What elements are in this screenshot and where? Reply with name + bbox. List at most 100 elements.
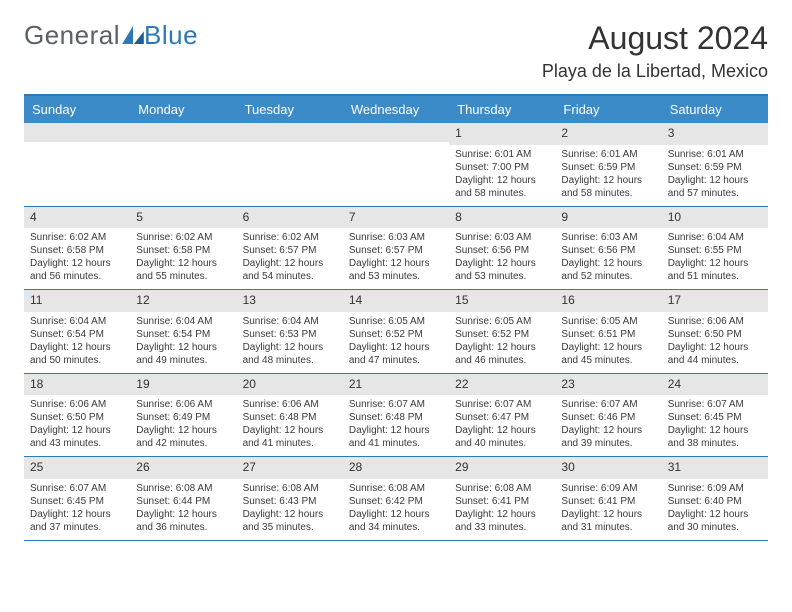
sun-info-line: Sunrise: 6:03 AM xyxy=(561,231,655,244)
sun-info-line: Sunset: 6:42 PM xyxy=(349,495,443,508)
sun-info-line: Sunset: 6:59 PM xyxy=(668,161,762,174)
header: General Blue August 2024 Playa de la Lib… xyxy=(24,20,768,82)
day-number: 30 xyxy=(561,460,574,474)
calendar-cell: 6Sunrise: 6:02 AMSunset: 6:57 PMDaylight… xyxy=(237,207,343,290)
day-number: 20 xyxy=(243,377,256,391)
sun-info-line: Sunset: 7:00 PM xyxy=(455,161,549,174)
sun-info-line: Daylight: 12 hours xyxy=(136,508,230,521)
sun-info-line: Sunrise: 6:07 AM xyxy=(668,398,762,411)
daynum-row: 15 xyxy=(449,290,555,312)
daynum-row: 23 xyxy=(555,374,661,396)
sun-info-line: Sunrise: 6:04 AM xyxy=(243,315,337,328)
day-number: 14 xyxy=(349,293,362,307)
calendar-cell: 12Sunrise: 6:04 AMSunset: 6:54 PMDayligh… xyxy=(130,290,236,373)
sun-info-line: and 54 minutes. xyxy=(243,270,337,283)
sun-info-line: Daylight: 12 hours xyxy=(349,508,443,521)
calendar-cell: 16Sunrise: 6:05 AMSunset: 6:51 PMDayligh… xyxy=(555,290,661,373)
daynum-row: 26 xyxy=(130,457,236,479)
sun-info-line: Sunset: 6:56 PM xyxy=(455,244,549,257)
daynum-row xyxy=(343,123,449,142)
calendar-cell: 19Sunrise: 6:06 AMSunset: 6:49 PMDayligh… xyxy=(130,374,236,457)
calendar-cell: 27Sunrise: 6:08 AMSunset: 6:43 PMDayligh… xyxy=(237,457,343,540)
sun-info-line: Sunset: 6:48 PM xyxy=(349,411,443,424)
sun-info-line: Sunset: 6:58 PM xyxy=(30,244,124,257)
sun-info-line: Sunset: 6:56 PM xyxy=(561,244,655,257)
sun-info-line: Daylight: 12 hours xyxy=(243,424,337,437)
daynum-row: 17 xyxy=(662,290,768,312)
sun-info-line: and 34 minutes. xyxy=(349,521,443,534)
day-number: 22 xyxy=(455,377,468,391)
daynum-row: 20 xyxy=(237,374,343,396)
sun-info-line: and 51 minutes. xyxy=(668,270,762,283)
day-number: 19 xyxy=(136,377,149,391)
calendar-cell xyxy=(237,123,343,206)
sun-info-line: Sunset: 6:54 PM xyxy=(136,328,230,341)
sun-info-line: Sunrise: 6:01 AM xyxy=(668,148,762,161)
daynum-row: 25 xyxy=(24,457,130,479)
sun-info-line: Sunset: 6:46 PM xyxy=(561,411,655,424)
sun-info-line: Daylight: 12 hours xyxy=(561,174,655,187)
sun-info-line: Sunrise: 6:06 AM xyxy=(30,398,124,411)
day-header-cell: Saturday xyxy=(662,96,768,123)
sun-info-line: Sunrise: 6:01 AM xyxy=(561,148,655,161)
day-number: 7 xyxy=(349,210,356,224)
sun-info-line: Sunset: 6:41 PM xyxy=(455,495,549,508)
sun-info-line: and 39 minutes. xyxy=(561,437,655,450)
daynum-row: 19 xyxy=(130,374,236,396)
day-header-cell: Thursday xyxy=(449,96,555,123)
day-number: 27 xyxy=(243,460,256,474)
sun-info-line: Daylight: 12 hours xyxy=(349,257,443,270)
day-number: 8 xyxy=(455,210,462,224)
calendar-cell: 18Sunrise: 6:06 AMSunset: 6:50 PMDayligh… xyxy=(24,374,130,457)
calendar-cell: 2Sunrise: 6:01 AMSunset: 6:59 PMDaylight… xyxy=(555,123,661,206)
day-header-row: SundayMondayTuesdayWednesdayThursdayFrid… xyxy=(24,96,768,123)
calendar-cell: 23Sunrise: 6:07 AMSunset: 6:46 PMDayligh… xyxy=(555,374,661,457)
daynum-row: 8 xyxy=(449,207,555,229)
sun-info-line: Sunset: 6:51 PM xyxy=(561,328,655,341)
sun-info-line: Daylight: 12 hours xyxy=(668,508,762,521)
sun-info-line: and 43 minutes. xyxy=(30,437,124,450)
sun-info-line: Daylight: 12 hours xyxy=(136,257,230,270)
sun-info-line: Sunset: 6:40 PM xyxy=(668,495,762,508)
logo-text-1: General xyxy=(24,20,120,51)
sun-info-line: and 33 minutes. xyxy=(455,521,549,534)
week-row: 25Sunrise: 6:07 AMSunset: 6:45 PMDayligh… xyxy=(24,457,768,541)
sun-info-line: Sunset: 6:57 PM xyxy=(349,244,443,257)
sun-info-line: Sunrise: 6:03 AM xyxy=(349,231,443,244)
sun-info-line: Daylight: 12 hours xyxy=(668,174,762,187)
sun-info-line: Sunrise: 6:08 AM xyxy=(455,482,549,495)
day-number: 10 xyxy=(668,210,681,224)
sun-info-line: Sunrise: 6:05 AM xyxy=(455,315,549,328)
sun-info-line: Daylight: 12 hours xyxy=(136,341,230,354)
sun-info-line: Sunrise: 6:01 AM xyxy=(455,148,549,161)
sun-info-line: Sunrise: 6:04 AM xyxy=(668,231,762,244)
sun-info-line: Daylight: 12 hours xyxy=(668,341,762,354)
daynum-row: 14 xyxy=(343,290,449,312)
sun-info-line: Daylight: 12 hours xyxy=(455,424,549,437)
daynum-row xyxy=(130,123,236,142)
calendar-cell: 29Sunrise: 6:08 AMSunset: 6:41 PMDayligh… xyxy=(449,457,555,540)
sun-info-line: and 37 minutes. xyxy=(30,521,124,534)
sun-info-line: Daylight: 12 hours xyxy=(243,508,337,521)
sun-info-line: Daylight: 12 hours xyxy=(455,341,549,354)
week-row: 1Sunrise: 6:01 AMSunset: 7:00 PMDaylight… xyxy=(24,123,768,207)
daynum-row: 7 xyxy=(343,207,449,229)
sun-info-line: Sunset: 6:50 PM xyxy=(30,411,124,424)
sun-info-line: and 58 minutes. xyxy=(561,187,655,200)
sun-info-line: Sunset: 6:53 PM xyxy=(243,328,337,341)
sun-info-line: and 38 minutes. xyxy=(668,437,762,450)
calendar-cell: 5Sunrise: 6:02 AMSunset: 6:58 PMDaylight… xyxy=(130,207,236,290)
calendar-cell: 25Sunrise: 6:07 AMSunset: 6:45 PMDayligh… xyxy=(24,457,130,540)
sun-info-line: Daylight: 12 hours xyxy=(668,424,762,437)
calendar-cell: 14Sunrise: 6:05 AMSunset: 6:52 PMDayligh… xyxy=(343,290,449,373)
daynum-row: 3 xyxy=(662,123,768,145)
sun-info-line: Sunrise: 6:09 AM xyxy=(668,482,762,495)
daynum-row: 12 xyxy=(130,290,236,312)
sun-info-line: Daylight: 12 hours xyxy=(561,257,655,270)
sun-info-line: Sunrise: 6:06 AM xyxy=(668,315,762,328)
day-number: 26 xyxy=(136,460,149,474)
day-number: 15 xyxy=(455,293,468,307)
day-header-cell: Tuesday xyxy=(237,96,343,123)
title-block: August 2024 Playa de la Libertad, Mexico xyxy=(542,20,768,82)
calendar-cell: 4Sunrise: 6:02 AMSunset: 6:58 PMDaylight… xyxy=(24,207,130,290)
